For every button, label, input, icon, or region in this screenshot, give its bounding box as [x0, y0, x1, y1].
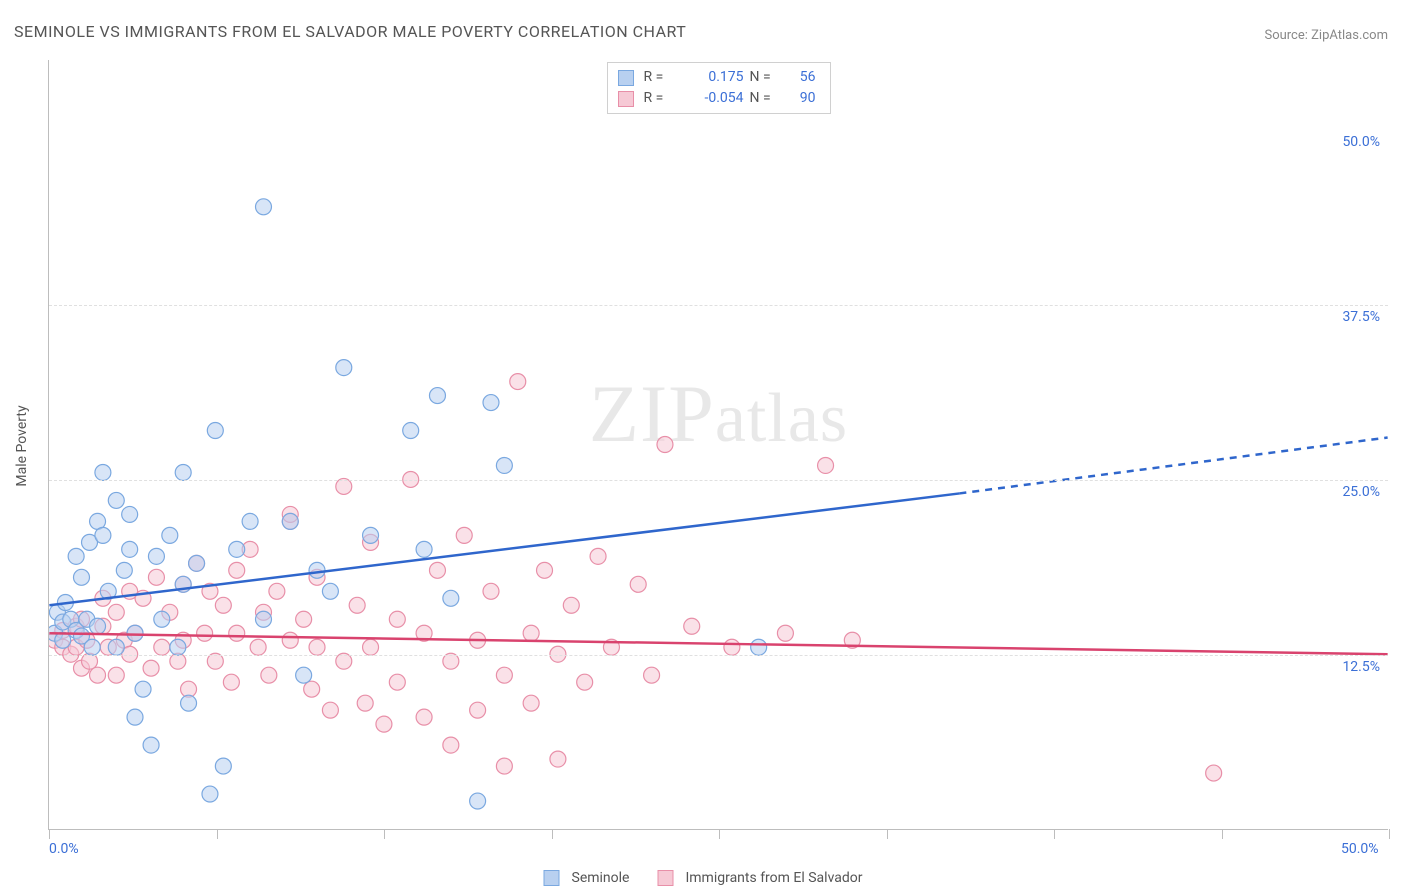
x-tick-label: 50.0% [1341, 841, 1379, 857]
swatch-a [618, 70, 634, 86]
plot-area: ZIPatlas R = 0.175 N = 56 R = -0.054 N =… [48, 60, 1388, 830]
swatch-b [618, 91, 634, 107]
y-axis-label: Male Poverty [14, 405, 30, 486]
correlation-chart: SEMINOLE VS IMMIGRANTS FROM EL SALVADOR … [0, 0, 1406, 892]
legend-item-a: Seminole [544, 870, 630, 886]
series-legend: Seminole Immigrants from El Salvador [544, 870, 863, 886]
stats-legend: R = 0.175 N = 56 R = -0.054 N = 90 [607, 62, 831, 114]
y-tick-label: 50.0% [1342, 134, 1380, 150]
swatch-b-bottom [657, 870, 673, 886]
watermark: ZIPatlas [589, 367, 848, 461]
scatter-svg [49, 60, 1388, 829]
y-tick-label: 12.5% [1342, 659, 1380, 675]
stats-row-a: R = 0.175 N = 56 [618, 67, 816, 88]
legend-item-b: Immigrants from El Salvador [657, 870, 862, 886]
chart-title: SEMINOLE VS IMMIGRANTS FROM EL SALVADOR … [14, 22, 686, 41]
x-tick-label: 0.0% [49, 841, 79, 857]
source-attribution: Source: ZipAtlas.com [1264, 28, 1388, 43]
y-tick-label: 37.5% [1342, 309, 1380, 325]
y-tick-label: 25.0% [1342, 484, 1380, 500]
swatch-a-bottom [544, 870, 560, 886]
stats-row-b: R = -0.054 N = 90 [618, 88, 816, 109]
